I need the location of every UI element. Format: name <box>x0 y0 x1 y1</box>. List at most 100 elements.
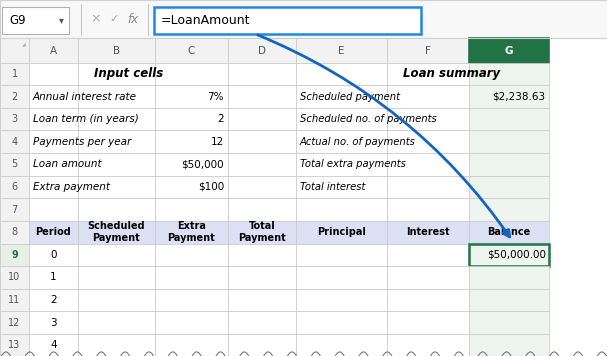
Bar <box>155 153 228 176</box>
Bar <box>296 108 387 130</box>
Bar <box>78 244 155 266</box>
Text: Annual interest rate: Annual interest rate <box>33 91 137 101</box>
Text: C: C <box>188 46 195 56</box>
Text: F: F <box>425 46 431 56</box>
Text: $100: $100 <box>198 182 224 192</box>
Text: D: D <box>258 46 266 56</box>
Bar <box>78 176 155 198</box>
Bar <box>387 38 469 63</box>
Bar <box>296 130 387 153</box>
Bar <box>0 130 29 153</box>
Bar <box>469 334 549 356</box>
Bar <box>29 176 78 198</box>
Bar <box>78 85 155 108</box>
Bar <box>296 176 387 198</box>
Bar <box>387 85 469 108</box>
Bar <box>296 85 387 108</box>
Text: Total
Payment: Total Payment <box>238 221 286 243</box>
Bar <box>296 63 387 85</box>
Bar <box>29 130 78 153</box>
Text: ◢: ◢ <box>22 41 26 46</box>
Bar <box>228 38 296 63</box>
Bar <box>0 108 29 130</box>
Bar <box>78 153 155 176</box>
Bar <box>228 85 296 108</box>
Bar <box>78 198 155 221</box>
Bar <box>296 311 387 334</box>
Text: ×: × <box>90 13 101 26</box>
Text: 4: 4 <box>50 340 56 350</box>
Bar <box>296 334 387 356</box>
Bar <box>228 153 296 176</box>
Bar <box>78 311 155 334</box>
Bar <box>0 334 29 356</box>
Text: Payments per year: Payments per year <box>33 137 131 147</box>
Text: fx: fx <box>127 13 138 26</box>
Bar <box>387 289 469 311</box>
Bar <box>0 38 29 63</box>
Bar <box>0 38 607 356</box>
Bar <box>296 221 387 244</box>
Bar <box>155 266 228 289</box>
Bar <box>296 244 387 266</box>
Bar <box>469 289 549 311</box>
Bar <box>387 266 469 289</box>
Bar <box>387 334 469 356</box>
Bar <box>296 289 387 311</box>
Bar <box>0 0 607 38</box>
Text: Scheduled no. of payments: Scheduled no. of payments <box>300 114 436 124</box>
Text: Interest: Interest <box>406 227 450 237</box>
Text: Period: Period <box>36 227 71 237</box>
Bar <box>78 108 155 130</box>
Bar <box>0 176 29 198</box>
Text: 12: 12 <box>8 318 21 328</box>
Bar <box>228 289 296 311</box>
Text: 2: 2 <box>12 91 18 101</box>
Bar <box>387 108 469 130</box>
Bar <box>78 289 155 311</box>
Bar <box>155 289 228 311</box>
Text: $2,238.63: $2,238.63 <box>492 91 546 101</box>
Bar <box>78 130 155 153</box>
Text: Total extra payments: Total extra payments <box>300 159 405 169</box>
Bar <box>387 130 469 153</box>
Bar <box>78 334 155 356</box>
Bar <box>228 311 296 334</box>
Text: E: E <box>339 46 345 56</box>
Bar <box>155 198 228 221</box>
Bar <box>0 289 29 311</box>
Bar <box>296 153 387 176</box>
Bar <box>228 63 296 85</box>
Bar <box>0 221 29 244</box>
Text: Scheduled
Payment: Scheduled Payment <box>87 221 145 243</box>
Bar <box>0 153 29 176</box>
Bar <box>387 176 469 198</box>
Bar <box>469 244 549 266</box>
Bar <box>155 244 228 266</box>
Text: 10: 10 <box>8 272 21 282</box>
Bar <box>29 244 78 266</box>
Text: 6: 6 <box>12 182 18 192</box>
Bar <box>29 63 78 85</box>
Bar <box>155 130 228 153</box>
Bar <box>29 311 78 334</box>
Bar <box>469 266 549 289</box>
Bar <box>296 266 387 289</box>
Bar <box>0 198 29 221</box>
Bar <box>228 108 296 130</box>
Text: 8: 8 <box>12 227 18 237</box>
Bar <box>228 266 296 289</box>
Bar <box>296 38 387 63</box>
Text: 2: 2 <box>50 295 56 305</box>
Text: A: A <box>50 46 57 56</box>
Text: Loan term (in years): Loan term (in years) <box>33 114 138 124</box>
Text: 4: 4 <box>12 137 18 147</box>
Text: G9: G9 <box>9 14 25 27</box>
Bar <box>29 38 78 63</box>
Bar <box>155 63 228 85</box>
Text: Scheduled payment: Scheduled payment <box>300 91 400 101</box>
Text: Principal: Principal <box>317 227 366 237</box>
Bar <box>469 63 549 85</box>
Bar <box>29 198 78 221</box>
Text: 13: 13 <box>8 340 21 350</box>
